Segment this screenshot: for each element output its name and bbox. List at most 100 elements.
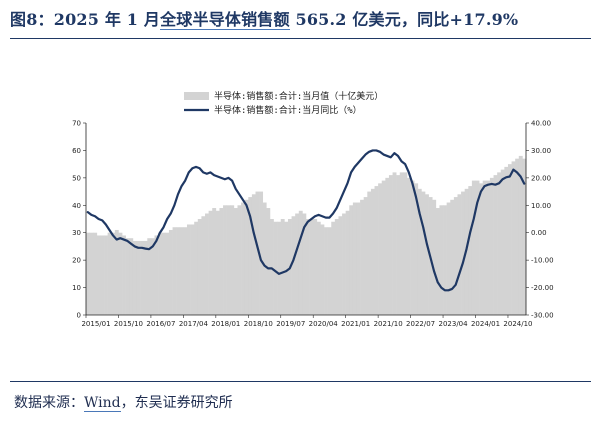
bar bbox=[468, 186, 473, 315]
bar bbox=[421, 191, 426, 315]
bar bbox=[273, 221, 278, 315]
x-tick-label: 2019/07 bbox=[276, 320, 305, 328]
bar bbox=[316, 221, 321, 315]
y-right-tick-label: 20.00 bbox=[531, 174, 551, 182]
yoy-line bbox=[86, 149, 526, 292]
bar bbox=[168, 229, 173, 315]
y-left-tick-label: 40 bbox=[72, 202, 81, 210]
x-tick-label: 2024/10 bbox=[503, 320, 532, 328]
bar bbox=[374, 186, 379, 315]
bar bbox=[482, 180, 487, 315]
bar bbox=[118, 232, 123, 315]
bar bbox=[143, 240, 148, 315]
x-tick-label: 2024/01 bbox=[471, 320, 500, 328]
bar bbox=[352, 202, 357, 315]
bar bbox=[493, 175, 498, 315]
x-tick-label: 2023/04 bbox=[439, 320, 469, 328]
bar bbox=[241, 202, 245, 315]
title-link[interactable]: 全球半导体销售额 bbox=[160, 10, 290, 30]
bar bbox=[269, 219, 274, 315]
source-rest: ，东吴证券研究所 bbox=[120, 395, 233, 411]
bar bbox=[158, 232, 163, 315]
bar bbox=[104, 235, 108, 315]
bar bbox=[486, 180, 491, 315]
y-left-tick-label: 0 bbox=[77, 312, 81, 320]
bar bbox=[403, 172, 408, 315]
bar bbox=[425, 194, 429, 315]
x-tick-label: 2016/07 bbox=[146, 320, 175, 328]
bar bbox=[244, 199, 249, 315]
bar bbox=[360, 199, 365, 315]
bar bbox=[125, 238, 130, 315]
x-tick-label: 2020/04 bbox=[309, 320, 339, 328]
bar bbox=[432, 199, 437, 315]
bar bbox=[237, 205, 242, 315]
bar bbox=[457, 194, 462, 315]
x-tick-label: 2021/10 bbox=[374, 320, 403, 328]
bar bbox=[331, 221, 336, 315]
source-link[interactable]: Wind bbox=[84, 395, 121, 412]
x-tick-label: 2015/10 bbox=[114, 320, 143, 328]
bar bbox=[165, 232, 170, 315]
legend-label-line: 半导体:销售额:合计:当月同比（%） bbox=[214, 104, 362, 116]
bar bbox=[385, 177, 390, 315]
y-right-tick-label: -30.00 bbox=[531, 312, 554, 320]
bar bbox=[435, 208, 440, 315]
bar bbox=[342, 213, 346, 315]
title-prefix: 图8：2025 年 1 月 bbox=[10, 10, 161, 29]
bar bbox=[396, 175, 401, 315]
y-left-tick-label: 50 bbox=[72, 174, 81, 182]
y-left-tick-label: 30 bbox=[72, 229, 81, 237]
bar bbox=[183, 227, 188, 315]
bar bbox=[388, 175, 393, 315]
y-right-tick-label: 30.00 bbox=[531, 147, 551, 155]
bar bbox=[129, 238, 134, 315]
y-left-tick-label: 20 bbox=[72, 257, 81, 265]
bar bbox=[489, 177, 494, 315]
bar bbox=[504, 166, 509, 315]
bar bbox=[453, 197, 458, 315]
bar bbox=[518, 155, 523, 315]
bar bbox=[176, 227, 181, 315]
bar bbox=[100, 235, 105, 315]
bar bbox=[363, 197, 368, 315]
bar bbox=[378, 183, 383, 315]
source-note: 数据来源：Wind，东吴证券研究所 bbox=[14, 392, 233, 412]
bar bbox=[266, 208, 271, 315]
bar bbox=[277, 221, 282, 315]
bar bbox=[280, 219, 285, 315]
bar bbox=[414, 183, 419, 315]
bar bbox=[147, 238, 152, 315]
bar bbox=[284, 221, 289, 315]
bar bbox=[497, 172, 502, 315]
y-left-tick-label: 10 bbox=[72, 284, 81, 292]
bar bbox=[381, 180, 386, 315]
x-tick-label: 2017/04 bbox=[179, 320, 209, 328]
bar bbox=[150, 238, 155, 315]
bar bbox=[233, 208, 238, 315]
bar bbox=[255, 191, 260, 315]
bar bbox=[89, 232, 94, 315]
x-tick-label: 2018/10 bbox=[244, 320, 273, 328]
bar bbox=[406, 177, 411, 315]
bar bbox=[410, 180, 415, 315]
bar bbox=[313, 219, 318, 315]
bar bbox=[450, 199, 455, 315]
bar bbox=[93, 232, 98, 315]
bar bbox=[320, 224, 325, 315]
y-right-tick-label: -20.00 bbox=[531, 284, 554, 292]
bar bbox=[461, 191, 465, 315]
bar bbox=[194, 221, 199, 315]
bar bbox=[515, 158, 520, 315]
top-divider bbox=[10, 38, 591, 39]
bar bbox=[172, 227, 177, 315]
x-tick-label: 2022/07 bbox=[406, 320, 435, 328]
bar bbox=[230, 205, 235, 315]
bar bbox=[86, 232, 90, 315]
bar bbox=[107, 232, 112, 315]
bar bbox=[507, 164, 512, 315]
bar bbox=[226, 205, 231, 315]
bar bbox=[417, 188, 422, 315]
bar bbox=[291, 216, 296, 315]
bar bbox=[479, 183, 484, 315]
